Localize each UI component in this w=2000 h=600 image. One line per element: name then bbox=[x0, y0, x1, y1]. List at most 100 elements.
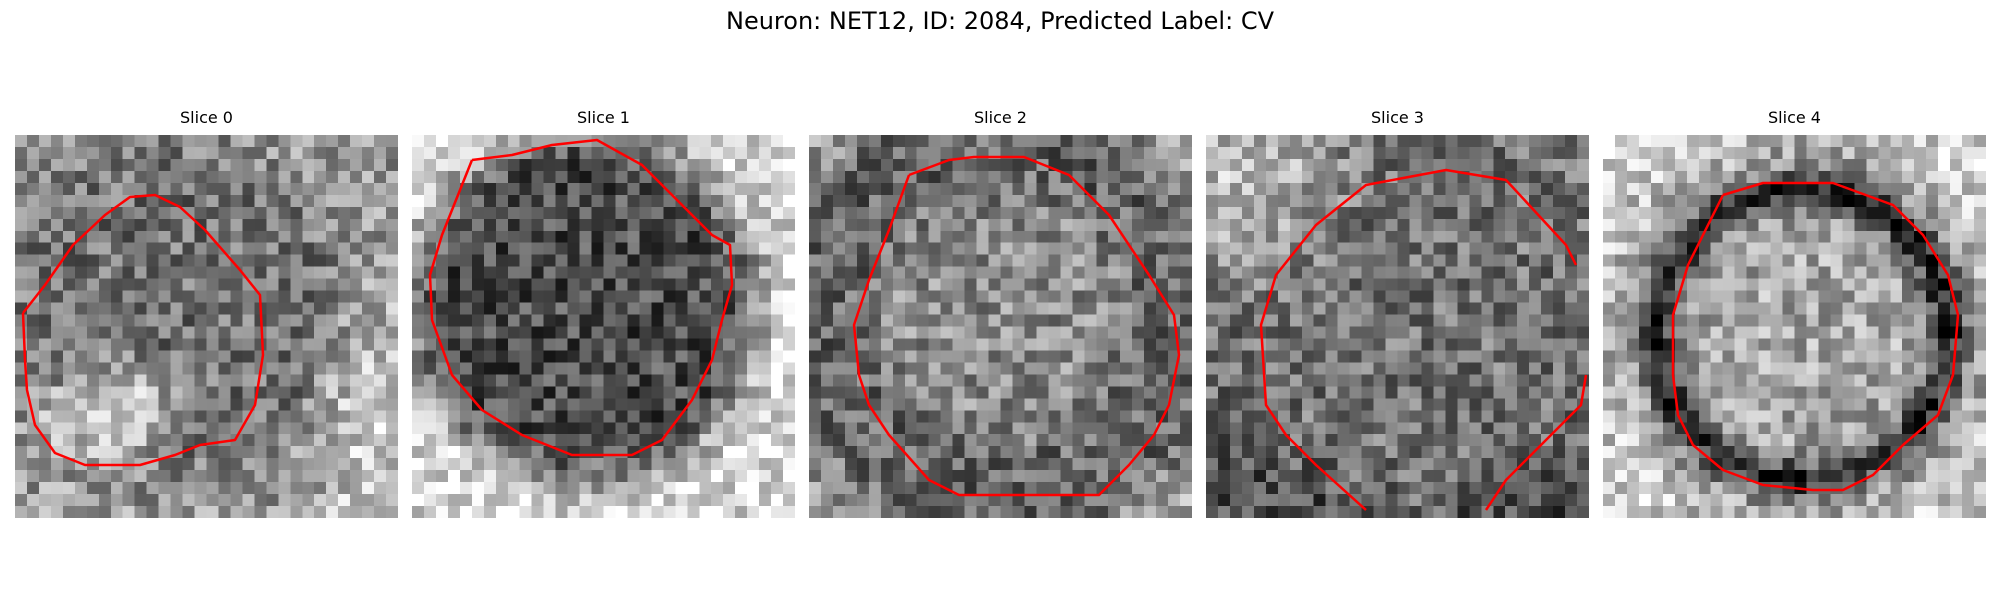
pixel-cell bbox=[134, 338, 148, 351]
pixel-cell bbox=[290, 266, 303, 280]
pixel-cell bbox=[1734, 254, 1748, 268]
pixel-cell bbox=[1397, 362, 1410, 375]
pixel-cell bbox=[844, 470, 858, 483]
pixel-cell bbox=[1156, 446, 1169, 459]
pixel-cell bbox=[1024, 422, 1037, 435]
pixel-cell bbox=[435, 494, 449, 507]
pixel-cell bbox=[1686, 302, 1700, 316]
pixel-cell bbox=[639, 410, 652, 423]
pixel-cell bbox=[338, 170, 351, 184]
pixel-cell bbox=[663, 374, 676, 387]
pixel-cell bbox=[1373, 458, 1387, 471]
pixel-cell bbox=[1072, 266, 1085, 280]
pixel-cell bbox=[74, 350, 88, 363]
pixel-cell bbox=[639, 326, 652, 339]
pixel-cell bbox=[170, 494, 184, 507]
pixel-cell bbox=[447, 314, 461, 327]
pixel-cell bbox=[1241, 218, 1255, 232]
pixel-cell bbox=[1036, 386, 1049, 399]
pixel-cell bbox=[459, 410, 473, 423]
pixel-cell bbox=[134, 290, 148, 304]
pixel-cell bbox=[1265, 158, 1279, 172]
pixel-cell bbox=[892, 494, 906, 507]
pixel-cell bbox=[916, 506, 930, 518]
pixel-cell bbox=[856, 266, 870, 280]
pixel-cell bbox=[471, 434, 485, 447]
pixel-cell bbox=[1108, 362, 1121, 375]
pixel-cell bbox=[1409, 194, 1422, 208]
pixel-cell bbox=[1433, 266, 1446, 280]
pixel-cell bbox=[1385, 398, 1398, 411]
pixel-cell bbox=[555, 278, 569, 292]
pixel-cell bbox=[675, 398, 688, 411]
pixel-cell bbox=[1301, 422, 1315, 435]
pixel-cell bbox=[856, 242, 870, 256]
pixel-cell bbox=[1168, 266, 1181, 280]
pixel-cell bbox=[783, 146, 795, 160]
pixel-cell bbox=[338, 242, 351, 256]
pixel-cell bbox=[38, 362, 52, 375]
pixel-cell bbox=[747, 482, 760, 495]
pixel-cell bbox=[1289, 254, 1303, 268]
pixel-cell bbox=[844, 386, 858, 399]
pixel-cell bbox=[555, 290, 569, 304]
pixel-cell bbox=[1433, 254, 1446, 268]
pixel-cell bbox=[62, 338, 76, 351]
pixel-cell bbox=[1060, 350, 1073, 363]
pixel-cell bbox=[74, 446, 88, 459]
pixel-cell bbox=[759, 494, 772, 507]
pixel-cell bbox=[1409, 434, 1422, 447]
pixel-cell bbox=[26, 482, 40, 495]
pixel-cell bbox=[1878, 362, 1891, 375]
pixel-cell bbox=[338, 278, 351, 292]
pixel-cell bbox=[1156, 350, 1169, 363]
pixel-cell bbox=[62, 302, 76, 316]
pixel-cell bbox=[1854, 398, 1867, 411]
pixel-cell bbox=[134, 386, 148, 399]
pixel-cell bbox=[892, 278, 906, 292]
pixel-cell bbox=[278, 266, 291, 280]
pixel-cell bbox=[952, 422, 966, 435]
pixel-cell bbox=[1048, 278, 1061, 292]
pixel-cell bbox=[1337, 158, 1351, 172]
pixel-cell bbox=[1361, 422, 1375, 435]
pixel-cell bbox=[1277, 458, 1291, 471]
pixel-cell bbox=[459, 374, 473, 387]
pixel-cell bbox=[1806, 302, 1819, 316]
pixel-cell bbox=[278, 158, 291, 172]
pixel-cell bbox=[759, 362, 772, 375]
pixel-cell bbox=[1517, 206, 1530, 220]
pixel-cell bbox=[435, 470, 449, 483]
pixel-cell bbox=[1529, 422, 1542, 435]
pixel-cell bbox=[1758, 338, 1772, 351]
pixel-cell bbox=[1505, 326, 1518, 339]
pixel-cell bbox=[1108, 266, 1121, 280]
pixel-cell bbox=[555, 158, 569, 172]
pixel-cell bbox=[1048, 470, 1061, 483]
pixel-cell bbox=[1325, 254, 1339, 268]
pixel-cell bbox=[916, 446, 930, 459]
pixel-cell bbox=[1493, 326, 1506, 339]
pixel-cell bbox=[567, 362, 581, 375]
pixel-cell bbox=[1325, 434, 1339, 447]
pixel-cell bbox=[832, 458, 846, 471]
pixel-cell bbox=[1277, 350, 1291, 363]
pixel-cell bbox=[1603, 362, 1616, 375]
pixel-cell bbox=[663, 398, 676, 411]
pixel-cell bbox=[820, 182, 834, 196]
pixel-cell bbox=[1421, 422, 1434, 435]
pixel-cell bbox=[218, 278, 231, 292]
pixel-cell bbox=[1265, 494, 1279, 507]
pixel-cell bbox=[302, 218, 315, 232]
pixel-cell bbox=[1830, 350, 1843, 363]
pixel-cell bbox=[182, 182, 196, 196]
pixel-cell bbox=[350, 350, 363, 363]
pixel-cell bbox=[1180, 194, 1192, 208]
pixel-cell bbox=[266, 422, 279, 435]
pixel-cell bbox=[146, 182, 160, 196]
pixel-cell bbox=[1493, 302, 1506, 316]
pixel-cell bbox=[182, 410, 196, 423]
pixel-cell bbox=[122, 422, 136, 435]
pixel-cell bbox=[531, 230, 545, 244]
pixel-cell bbox=[1096, 158, 1109, 172]
